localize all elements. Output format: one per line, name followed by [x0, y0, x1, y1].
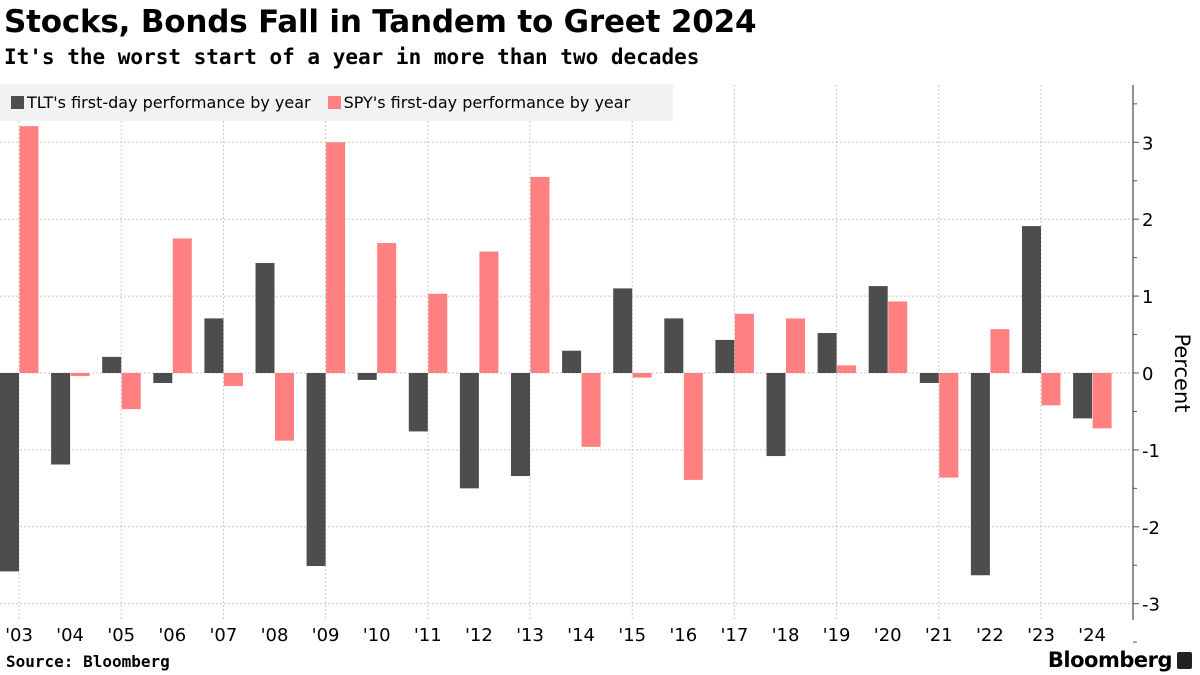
bar-tlt: [204, 318, 224, 373]
bar-spy: [990, 329, 1010, 373]
bar-tlt: [255, 263, 275, 373]
x-tick-label: '19: [823, 625, 851, 646]
bar-spy: [275, 373, 294, 441]
y-tick-label: 0: [1142, 364, 1153, 385]
bar-tlt: [664, 318, 684, 373]
bar-tlt: [817, 333, 837, 373]
bar-spy: [530, 176, 550, 373]
bar-spy: [786, 318, 805, 373]
bar-spy: [428, 293, 448, 373]
y-tick-label: 1: [1142, 287, 1153, 308]
bar-spy: [683, 373, 703, 480]
legend-swatch-spy: [327, 96, 341, 109]
bar-spy: [223, 373, 243, 387]
bar-tlt: [153, 373, 173, 383]
bar-tlt: [562, 350, 582, 373]
x-tick-label: '23: [1027, 625, 1055, 646]
bar-tlt: [0, 373, 19, 572]
x-tick-label: '07: [209, 625, 237, 646]
bar-tlt: [868, 286, 888, 373]
legend-item-tlt: TLT's first-day performance by year: [11, 93, 311, 112]
bar-spy: [479, 251, 499, 373]
x-tick-label: '21: [925, 625, 953, 646]
bar-tlt: [919, 373, 939, 383]
x-tick-label: '20: [874, 625, 902, 646]
bar-tlt: [970, 373, 990, 576]
legend: TLT's first-day performance by year SPY'…: [0, 84, 673, 121]
bar-tlt: [1022, 226, 1041, 373]
x-tick-label: '10: [363, 625, 391, 646]
bar-spy: [377, 243, 397, 373]
bar-tlt: [408, 373, 428, 432]
bar-spy: [581, 373, 601, 447]
y-axis-label: Percent: [1170, 333, 1194, 412]
bar-spy: [734, 313, 754, 373]
chart-subtitle: It's the worst start of a year in more t…: [4, 45, 700, 69]
bar-tlt: [102, 356, 122, 373]
x-tick-label: '04: [56, 625, 84, 646]
x-tick-label: '11: [414, 625, 442, 646]
bar-spy: [121, 373, 141, 410]
x-tick-label: '06: [158, 625, 186, 646]
x-tick-label: '13: [516, 625, 544, 646]
bar-tlt: [1073, 373, 1093, 419]
bar-tlt: [715, 339, 735, 373]
x-tick-label: '12: [465, 625, 493, 646]
bloomberg-logo-icon: [1177, 651, 1192, 669]
x-tick-label: '08: [261, 625, 289, 646]
bar-spy: [19, 126, 39, 373]
y-tick-label: 3: [1142, 133, 1153, 154]
legend-label-spy: SPY's first-day performance by year: [343, 93, 631, 112]
bar-spy: [172, 238, 192, 373]
legend-label-tlt: TLT's first-day performance by year: [27, 93, 311, 112]
x-tick-label: '16: [669, 625, 697, 646]
bar-tlt: [766, 373, 786, 457]
bar-tlt: [613, 288, 633, 373]
chart-title: Stocks, Bonds Fall in Tandem to Greet 20…: [4, 4, 757, 40]
bar-spy: [939, 373, 959, 478]
x-tick-label: '18: [772, 625, 800, 646]
bar-spy: [1092, 373, 1112, 429]
bar-spy: [1041, 373, 1061, 406]
x-tick-label: '24: [1078, 625, 1106, 646]
bloomberg-logo: Bloomberg: [1048, 648, 1192, 672]
bar-spy: [632, 373, 652, 378]
y-tick-label: 2: [1142, 210, 1153, 231]
bar-spy: [888, 301, 908, 373]
x-tick-label: '14: [567, 625, 595, 646]
logo-text: Bloomberg: [1047, 648, 1173, 672]
x-tick-label: '05: [107, 625, 135, 646]
bar-spy: [326, 142, 346, 373]
bar-spy: [70, 373, 90, 377]
legend-swatch-tlt: [11, 96, 24, 109]
legend-item-spy: SPY's first-day performance by year: [327, 93, 631, 112]
x-tick-label: '09: [312, 625, 340, 646]
bar-tlt: [306, 373, 326, 567]
x-tick-label: '22: [976, 625, 1004, 646]
bar-tlt: [51, 373, 71, 465]
bar-tlt: [357, 373, 377, 380]
x-tick-label: '17: [720, 625, 748, 646]
bar-tlt: [459, 373, 479, 489]
bar-spy: [837, 365, 857, 373]
y-tick-label: -3: [1142, 595, 1160, 616]
y-tick-label: -2: [1142, 518, 1160, 539]
source-note: Source: Bloomberg: [6, 652, 170, 671]
y-tick-label: -1: [1142, 441, 1160, 462]
x-tick-label: '15: [618, 625, 646, 646]
bar-tlt: [511, 373, 530, 477]
x-tick-label: '03: [5, 625, 33, 646]
